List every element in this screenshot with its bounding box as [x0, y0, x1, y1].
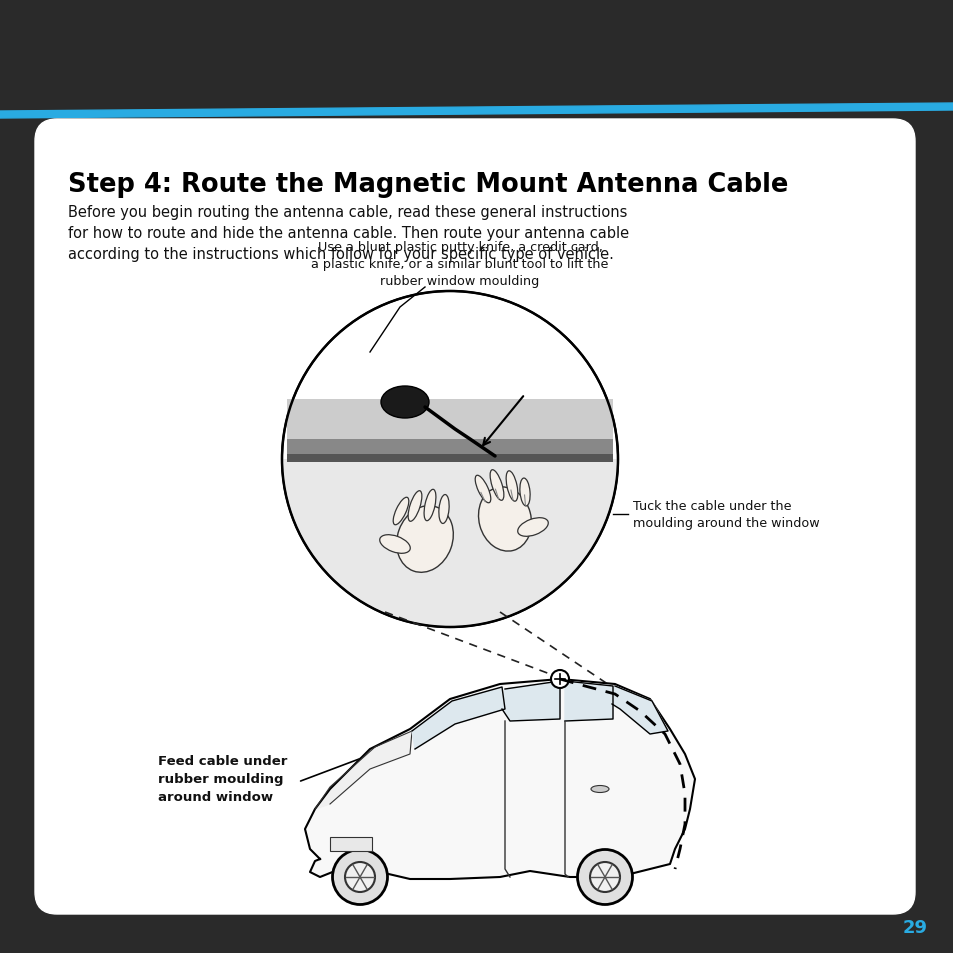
- Polygon shape: [612, 686, 667, 734]
- Bar: [287, 439, 613, 457]
- Bar: [287, 399, 613, 444]
- Ellipse shape: [333, 850, 387, 904]
- Ellipse shape: [424, 490, 436, 521]
- Bar: [287, 455, 613, 462]
- Text: Step 4: Route the Magnetic Mount Antenna Cable: Step 4: Route the Magnetic Mount Antenna…: [68, 172, 787, 198]
- Ellipse shape: [517, 518, 548, 537]
- Ellipse shape: [590, 785, 608, 793]
- Ellipse shape: [379, 536, 410, 554]
- Ellipse shape: [490, 470, 503, 500]
- Polygon shape: [564, 681, 613, 721]
- Ellipse shape: [506, 472, 517, 501]
- Ellipse shape: [519, 478, 530, 506]
- Ellipse shape: [396, 506, 453, 573]
- Wedge shape: [283, 459, 617, 626]
- Bar: [330, 837, 372, 851]
- Polygon shape: [501, 681, 559, 721]
- Polygon shape: [314, 731, 412, 809]
- Ellipse shape: [478, 487, 531, 552]
- Text: Use a blunt plastic putty knife, a credit card,
a plastic knife, or a similar bl: Use a blunt plastic putty knife, a credi…: [311, 241, 608, 288]
- Ellipse shape: [475, 476, 490, 503]
- Text: Tuck the cable under the
moulding around the window: Tuck the cable under the moulding around…: [633, 499, 819, 530]
- Circle shape: [282, 292, 618, 627]
- Ellipse shape: [577, 850, 632, 904]
- Text: 29: 29: [902, 918, 926, 936]
- Ellipse shape: [345, 862, 375, 892]
- Polygon shape: [305, 679, 695, 879]
- Ellipse shape: [380, 387, 429, 418]
- Text: Feed cable under
rubber moulding
around window: Feed cable under rubber moulding around …: [158, 754, 287, 803]
- Ellipse shape: [589, 862, 619, 892]
- Circle shape: [551, 670, 568, 688]
- Polygon shape: [412, 687, 504, 749]
- Ellipse shape: [438, 495, 449, 524]
- Ellipse shape: [393, 497, 409, 525]
- Text: Before you begin routing the antenna cable, read these general instructions
for : Before you begin routing the antenna cab…: [68, 205, 628, 262]
- Ellipse shape: [408, 491, 421, 521]
- FancyBboxPatch shape: [35, 120, 914, 914]
